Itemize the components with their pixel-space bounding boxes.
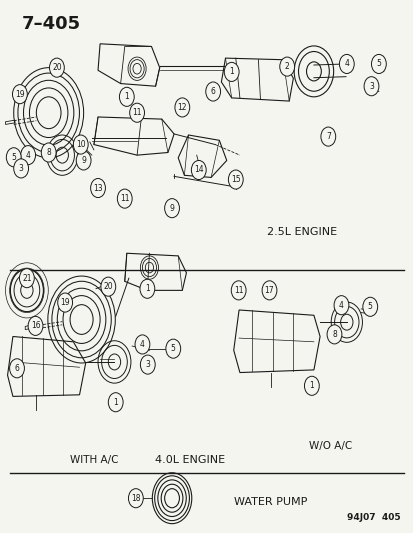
Text: 4.0L ENGINE: 4.0L ENGINE <box>155 455 225 465</box>
Circle shape <box>90 179 105 198</box>
Text: 18: 18 <box>131 494 140 503</box>
Text: W/O A/C: W/O A/C <box>308 441 351 451</box>
Text: 2: 2 <box>284 62 289 71</box>
Text: 6: 6 <box>210 87 215 96</box>
Text: 4: 4 <box>344 60 349 68</box>
Circle shape <box>231 281 245 300</box>
Circle shape <box>28 317 43 335</box>
Text: 1: 1 <box>229 67 233 76</box>
Circle shape <box>6 148 21 167</box>
Text: 11: 11 <box>120 194 129 203</box>
Circle shape <box>224 62 238 82</box>
Text: 12: 12 <box>177 103 187 112</box>
Text: 1: 1 <box>113 398 118 407</box>
Circle shape <box>50 58 64 77</box>
Text: WATER PUMP: WATER PUMP <box>233 497 306 507</box>
Text: 5: 5 <box>171 344 175 353</box>
Circle shape <box>128 489 143 508</box>
Text: 20: 20 <box>52 63 62 72</box>
Text: 1: 1 <box>145 284 150 293</box>
Text: 8: 8 <box>331 330 336 339</box>
Text: 20: 20 <box>103 282 113 291</box>
Circle shape <box>370 54 385 74</box>
Circle shape <box>175 98 189 117</box>
Text: 4: 4 <box>26 151 31 160</box>
Text: 5: 5 <box>375 60 380 68</box>
Circle shape <box>57 293 72 312</box>
Circle shape <box>135 335 150 354</box>
Text: 7–405: 7–405 <box>22 14 81 33</box>
Text: WITH A/C: WITH A/C <box>69 455 118 465</box>
Circle shape <box>140 355 155 374</box>
Circle shape <box>73 135 88 154</box>
Circle shape <box>164 199 179 217</box>
Text: 5: 5 <box>11 153 16 162</box>
Circle shape <box>117 189 132 208</box>
Circle shape <box>101 277 115 296</box>
Text: 4: 4 <box>338 301 343 310</box>
Text: 1: 1 <box>309 381 313 390</box>
Circle shape <box>12 85 27 104</box>
Circle shape <box>19 269 34 288</box>
Circle shape <box>21 146 36 165</box>
Text: 19: 19 <box>60 298 70 307</box>
Text: 3: 3 <box>19 164 24 173</box>
Circle shape <box>261 281 276 300</box>
Circle shape <box>108 393 123 412</box>
Circle shape <box>129 103 144 122</box>
Circle shape <box>9 359 24 378</box>
Circle shape <box>326 325 341 344</box>
Circle shape <box>205 82 220 101</box>
Circle shape <box>119 87 134 107</box>
Text: 9: 9 <box>81 156 86 165</box>
Text: 21: 21 <box>22 273 31 282</box>
Text: 6: 6 <box>14 364 19 373</box>
Text: 3: 3 <box>145 360 150 369</box>
Text: 17: 17 <box>264 286 274 295</box>
Circle shape <box>14 159 28 178</box>
Text: 15: 15 <box>230 175 240 184</box>
Text: 11: 11 <box>132 108 142 117</box>
Text: 19: 19 <box>15 90 25 99</box>
Text: 14: 14 <box>194 166 203 174</box>
Text: 94J07  405: 94J07 405 <box>346 513 399 522</box>
Circle shape <box>140 279 154 298</box>
Circle shape <box>76 151 91 170</box>
Text: 2.5L ENGINE: 2.5L ENGINE <box>266 227 336 237</box>
Text: 8: 8 <box>46 148 51 157</box>
Circle shape <box>363 77 378 96</box>
Text: 11: 11 <box>233 286 243 295</box>
Text: 5: 5 <box>367 302 372 311</box>
Circle shape <box>166 339 180 358</box>
Text: 7: 7 <box>325 132 330 141</box>
Circle shape <box>228 170 242 189</box>
Circle shape <box>191 160 206 180</box>
Text: 13: 13 <box>93 183 102 192</box>
Circle shape <box>279 57 294 76</box>
Circle shape <box>41 143 56 162</box>
Text: 3: 3 <box>368 82 373 91</box>
Text: 10: 10 <box>76 140 85 149</box>
Circle shape <box>362 297 377 317</box>
Circle shape <box>339 54 354 74</box>
Circle shape <box>304 376 318 395</box>
Circle shape <box>320 127 335 146</box>
Text: 16: 16 <box>31 321 40 330</box>
Text: 4: 4 <box>140 340 145 349</box>
Text: 9: 9 <box>169 204 174 213</box>
Text: 1: 1 <box>124 92 129 101</box>
Circle shape <box>333 296 348 315</box>
